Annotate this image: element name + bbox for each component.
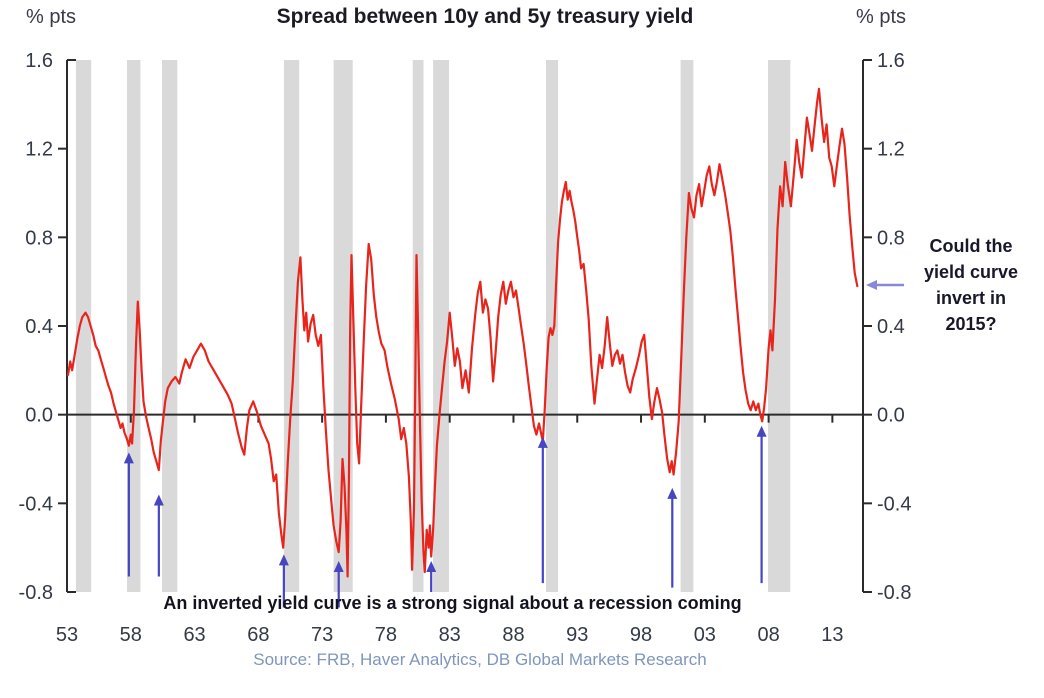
spread-line <box>66 87 859 578</box>
recession-signal-arrowhead <box>426 560 437 572</box>
recession-band <box>75 60 92 592</box>
y-tick-label: -0.4 <box>19 493 53 515</box>
page-title: Spread between 10y and 5y treasury yield <box>276 5 694 28</box>
recession-band <box>680 60 694 592</box>
x-tick-label: 83 <box>439 624 461 646</box>
recession-band <box>433 60 449 592</box>
recession-signal-arrowhead <box>537 436 548 448</box>
recession-band <box>333 60 353 592</box>
recession-signal-arrowhead <box>667 487 678 499</box>
x-tick-label: 13 <box>821 624 843 646</box>
y-tick-label: 1.6 <box>25 50 53 72</box>
y-tick-label: 1.2 <box>25 139 53 161</box>
x-tick-label: 88 <box>502 624 524 646</box>
source-attribution: Source: FRB, Haver Analytics, DB Global … <box>253 650 707 669</box>
y-axis-unit-right: % pts <box>856 6 907 28</box>
y-tick-label: 1.6 <box>877 50 905 72</box>
recession-signal-arrowhead <box>756 425 767 437</box>
y-tick-label: 0.4 <box>877 316 905 338</box>
x-tick-label: 98 <box>630 624 652 646</box>
y-tick-label: 0.0 <box>877 405 905 427</box>
y-tick-label: 0.0 <box>25 405 53 427</box>
end-note-arrowhead <box>866 279 877 290</box>
recession-signal-arrowhead <box>278 554 289 566</box>
x-tick-label: 03 <box>694 624 716 646</box>
y-tick-label: -0.8 <box>19 582 53 604</box>
y-tick-label: 1.2 <box>877 139 905 161</box>
x-tick-label: 93 <box>566 624 588 646</box>
recession-signal-arrowhead <box>333 560 344 572</box>
y-tick-label: -0.4 <box>877 493 911 515</box>
y-tick-label: 0.4 <box>25 316 53 338</box>
x-tick-label: 78 <box>375 624 397 646</box>
x-tick-label: 53 <box>56 624 78 646</box>
recession-band <box>162 60 178 592</box>
recession-signal-arrowhead <box>123 452 134 464</box>
invert-2015-annotation: Could the yield curve invert in 2015? <box>923 236 1019 335</box>
x-tick-label: 58 <box>120 624 142 646</box>
y-tick-label: 0.8 <box>25 227 53 249</box>
y-axis-unit-left: % pts <box>26 6 77 28</box>
x-tick-label: 68 <box>247 624 269 646</box>
y-tick-label: 0.8 <box>877 227 905 249</box>
y-tick-label: -0.8 <box>877 582 911 604</box>
recession-band <box>546 60 559 592</box>
x-tick-label: 08 <box>757 624 779 646</box>
recession-signal-arrowhead <box>153 494 164 506</box>
inverted-curve-annotation: An inverted yield curve is a strong sign… <box>163 593 742 613</box>
x-tick-label: 63 <box>183 624 205 646</box>
recession-band <box>768 60 791 592</box>
x-tick-label: 73 <box>311 624 333 646</box>
